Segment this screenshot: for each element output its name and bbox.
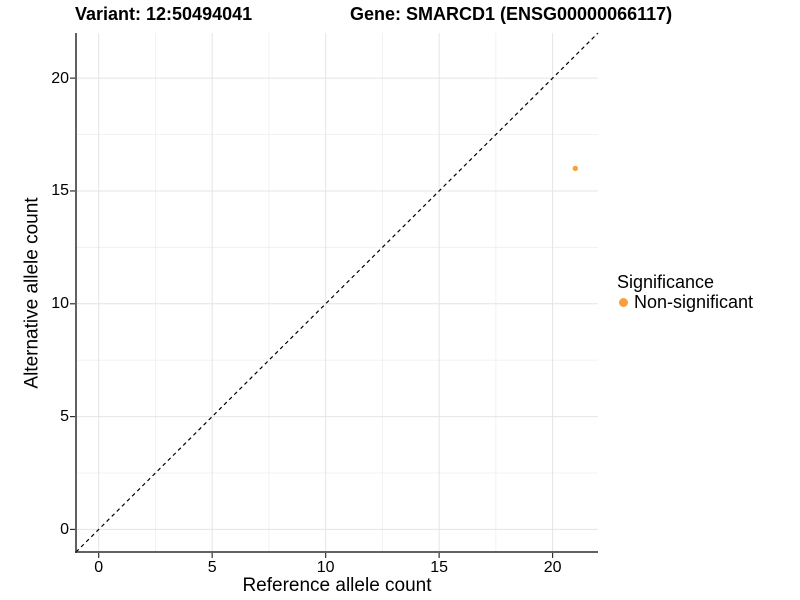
y-tick-label: 20 — [51, 69, 69, 87]
x-tick-label: 5 — [207, 559, 217, 576]
y-tick-label: 15 — [51, 182, 69, 200]
y-axis-title: Alternative allele count — [21, 197, 43, 389]
x-tick-label: 15 — [430, 559, 449, 576]
identity-line — [75, 32, 599, 553]
legend-item-label: Non-significant — [634, 292, 754, 312]
x-tick-label: 20 — [543, 559, 562, 576]
legend: Significance Non-significant — [617, 272, 753, 311]
y-tick-label: 0 — [60, 520, 69, 538]
x-tick-label: 0 — [94, 559, 104, 576]
legend-title: Significance — [617, 272, 715, 292]
legend-item: Non-significant — [617, 293, 753, 311]
legend-point-icon — [619, 297, 628, 307]
data-point — [572, 165, 579, 172]
gene-title: Gene: SMARCD1 (ENSG00000066117) — [350, 4, 673, 24]
y-tick-label: 5 — [60, 408, 69, 426]
x-tick-label: 10 — [316, 559, 335, 576]
x-axis-title: Reference allele count — [242, 575, 432, 596]
variant-title: Variant: 12:50494041 — [75, 4, 253, 24]
y-tick-label: 10 — [51, 295, 69, 313]
